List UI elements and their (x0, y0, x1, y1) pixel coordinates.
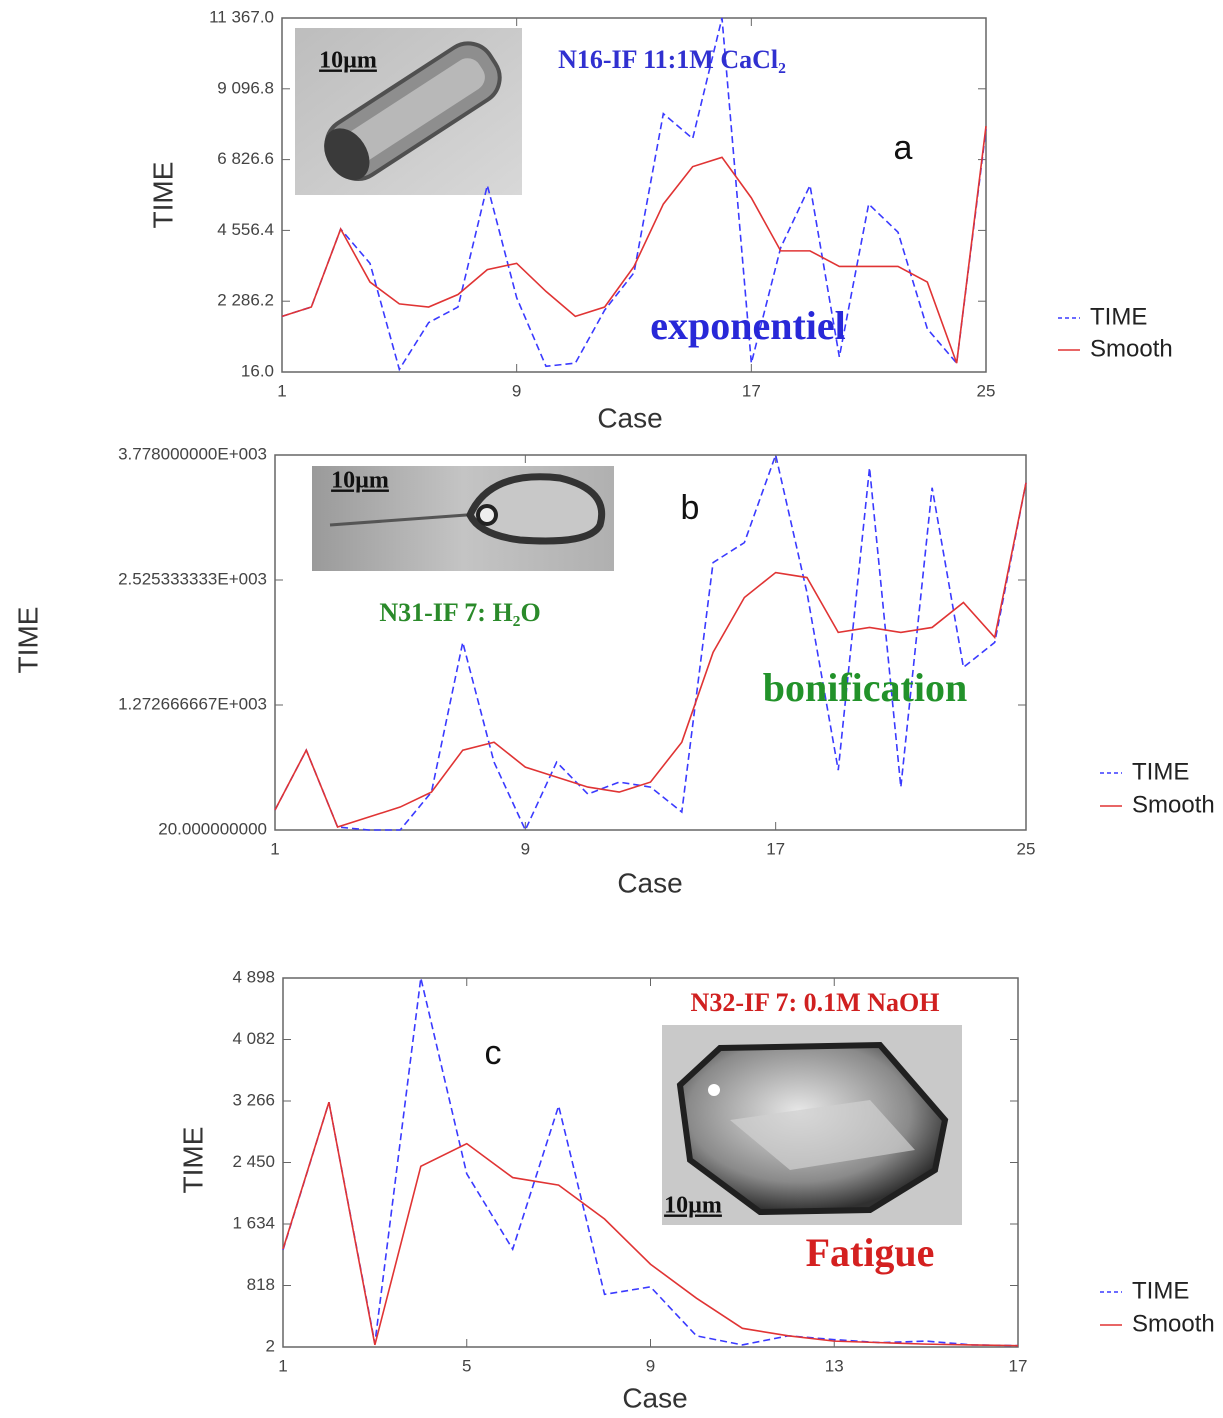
x-tick-label: 25 (977, 381, 996, 400)
y-tick-label: 2 450 (232, 1152, 275, 1171)
y-tick-label: 20.000000000 (158, 819, 267, 838)
legend-label: TIME (1090, 303, 1147, 330)
y-tick-label: 4 082 (232, 1029, 275, 1048)
y-tick-label: 3 266 (232, 1090, 275, 1109)
series-line (281, 126, 987, 364)
legend-label: TIME (1132, 758, 1189, 785)
x-axis-title: Case (622, 1382, 687, 1413)
y-tick-label: 2 286.2 (217, 291, 274, 310)
x-tick-label: 17 (1009, 1356, 1028, 1375)
y-tick-label: 11 367.0 (209, 7, 274, 26)
y-tick-label: 4 556.4 (217, 220, 274, 239)
annotation: N31-IF 7: H₂O (379, 598, 540, 627)
annotation: a (894, 129, 913, 167)
legend-label: Smooth (1132, 1310, 1215, 1337)
y-tick-label: 1 634 (232, 1213, 275, 1232)
plot-frame (281, 17, 987, 373)
x-axis-title: Case (597, 402, 662, 433)
annotation: 10µm (664, 1193, 722, 1219)
annotation: Fatigue (806, 1230, 935, 1275)
series-line (282, 1101, 1019, 1347)
micrograph-a (295, 28, 522, 195)
x-tick-label: 1 (277, 381, 286, 400)
y-tick-label: 4 898 (232, 967, 275, 986)
y-tick-label: 1.272666667E+003 (118, 694, 267, 713)
y-tick-label: 3.778000000E+003 (118, 444, 267, 463)
series-line (274, 482, 1027, 828)
x-tick-label: 1 (278, 1356, 287, 1375)
annotation: 10µm (331, 468, 389, 494)
y-tick-label: 2 (266, 1336, 275, 1355)
y-axis-title: TIME (177, 1127, 208, 1194)
plot-frame (274, 454, 1027, 831)
x-tick-label: 9 (512, 381, 521, 400)
x-tick-label: 1 (270, 839, 279, 858)
y-tick-label: 6 826.6 (217, 149, 274, 168)
annotation: exponentiel (650, 303, 846, 348)
annotation: c (485, 1034, 502, 1072)
x-tick-label: 25 (1017, 839, 1036, 858)
series-line (274, 452, 1027, 832)
y-tick-label: 16.0 (241, 361, 274, 380)
y-tick-label: 2.525333333E+003 (118, 569, 267, 588)
micrograph-c (662, 1025, 962, 1225)
y-tick-label: 9 096.8 (217, 78, 274, 97)
x-axis-title: Case (617, 867, 682, 898)
y-axis-title: TIME (12, 607, 43, 674)
x-tick-label: 17 (742, 381, 761, 400)
x-tick-label: 9 (646, 1356, 655, 1375)
legend-label: TIME (1132, 1277, 1189, 1304)
annotation: bonification (763, 665, 967, 710)
x-tick-label: 5 (462, 1356, 471, 1375)
annotation: N32-IF 7: 0.1M NaOH (691, 988, 940, 1017)
micrograph-b (312, 466, 614, 571)
x-tick-label: 13 (825, 1356, 844, 1375)
y-tick-label: 818 (247, 1275, 275, 1294)
legend-label: Smooth (1090, 335, 1173, 362)
legend-label: Smooth (1132, 791, 1215, 818)
y-axis-title: TIME (147, 162, 178, 229)
x-tick-label: 9 (521, 839, 530, 858)
annotation: N16-IF 11:1M CaCl₂ (558, 45, 786, 74)
series-line (281, 17, 987, 372)
annotation: 10µm (319, 48, 377, 74)
annotation: b (681, 489, 700, 527)
x-tick-label: 17 (766, 839, 785, 858)
series-line (282, 977, 1019, 1347)
